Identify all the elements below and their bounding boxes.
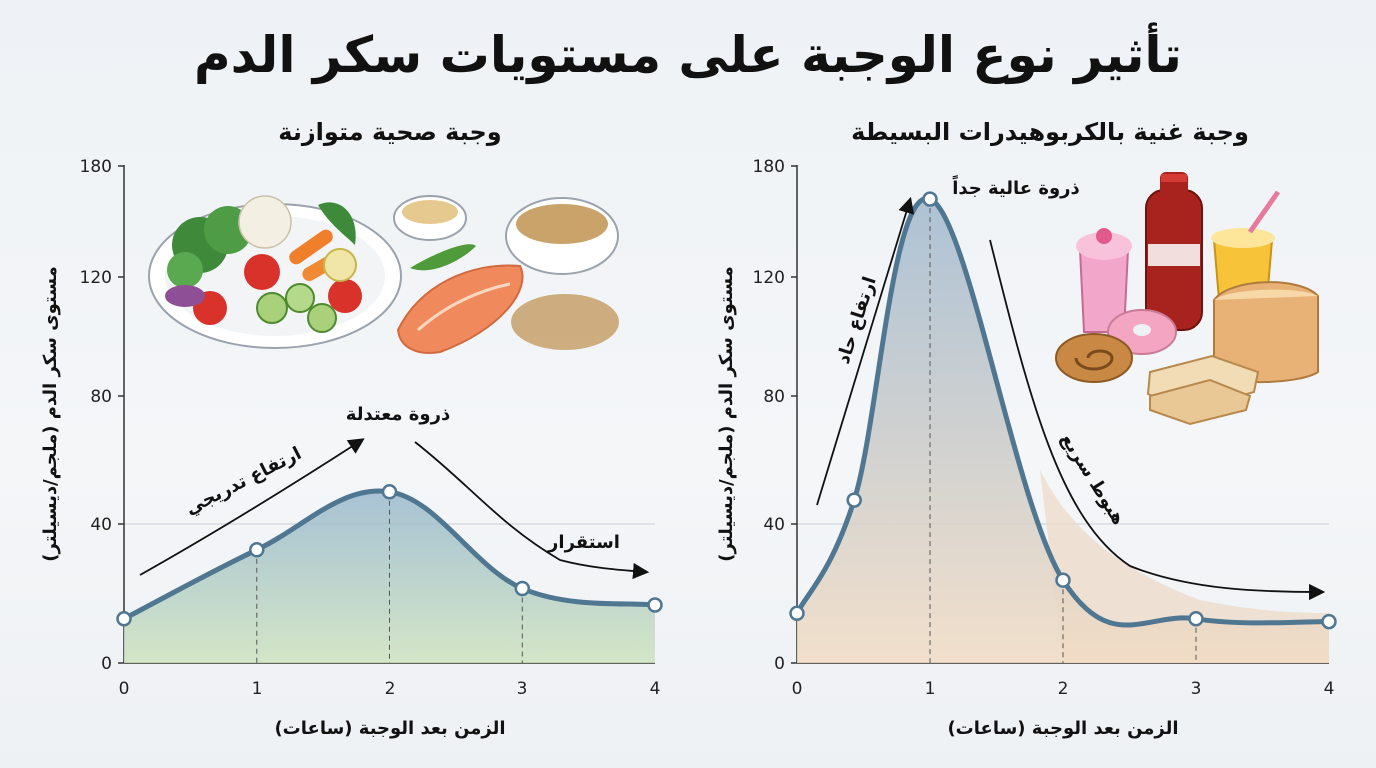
carb-tail-shade: [1040, 470, 1329, 663]
annotation-gradual-rise: ارتفاع تدريجي: [182, 443, 305, 519]
simple-carbs-chart: وجبة غنية بالكربوهيدرات البسيطة: [716, 118, 1337, 739]
y-tick-label: 180: [80, 157, 112, 177]
chart-title-carbs: وجبة غنية بالكربوهيدرات البسيطة: [851, 118, 1249, 146]
data-point-carbs-0: [789, 605, 805, 622]
x-tick-label: 0: [119, 679, 130, 699]
data-point-carbs-4: [1188, 611, 1204, 627]
main-title: تأثير نوع الوجبة على مستويات سكر الدم: [194, 22, 1182, 85]
y-ticks-carbs: 0 40 80 120 180: [753, 157, 797, 674]
y-tick-label: 120: [753, 268, 785, 288]
x-tick-label: 4: [1324, 679, 1335, 699]
data-point-healthy-2: [381, 484, 398, 500]
annotation-moderate-peak: ذروة معتدلة: [346, 404, 450, 425]
x-tick-label: 3: [517, 679, 528, 699]
y-axis-label-healthy: مستوى سكر الدم (ملجم/ديسيلتر): [40, 266, 61, 561]
x-tick-label: 2: [385, 679, 396, 699]
healthy-food-icon: [148, 195, 619, 354]
data-point-carbs-5: [1321, 613, 1337, 630]
x-ticks-healthy: 0 1 2 3 4: [119, 679, 661, 699]
series-layer-carbs: [789, 191, 1337, 663]
x-tick-label: 1: [925, 679, 936, 699]
y-tick-label: 40: [763, 515, 785, 535]
data-point-carbs-2: [922, 191, 938, 207]
y-tick-label: 0: [774, 654, 785, 674]
data-point-healthy-4: [647, 597, 663, 613]
y-tick-label: 180: [753, 157, 785, 177]
chart-title-healthy: وجبة صحية متوازنة: [278, 118, 501, 146]
arrow-fast-drop: [989, 239, 1326, 601]
y-tick-label: 80: [90, 387, 112, 407]
y-tick-label: 0: [101, 654, 112, 674]
x-tick-label: 1: [252, 679, 263, 699]
data-point-healthy-0: [116, 611, 132, 627]
arrow-gradual-rise: [139, 438, 365, 576]
x-tick-label: 2: [1058, 679, 1069, 699]
x-axis-label-healthy: الزمن بعد الوجبة (ساعات): [274, 718, 505, 739]
arrow-sharp-rise: [816, 196, 915, 506]
data-point-carbs-3: [1055, 572, 1071, 588]
arrow-stabilize: [414, 441, 650, 580]
y-axis-label-carbs: مستوى سكر الدم (ملجم/ديسيلتر): [716, 266, 737, 561]
area-fill-carbs: [797, 198, 1329, 663]
y-tick-label: 40: [90, 515, 112, 535]
series-layer-healthy: [116, 484, 663, 663]
y-tick-label: 120: [80, 268, 112, 288]
annotation-stabilize: استقرار: [547, 532, 620, 553]
data-point-carbs-1: [846, 492, 862, 508]
x-axis-label-carbs: الزمن بعد الوجبة (ساعات): [947, 718, 1178, 739]
data-point-healthy-1: [249, 542, 265, 558]
x-tick-label: 3: [1191, 679, 1202, 699]
x-tick-label: 0: [792, 679, 803, 699]
healthy-meal-chart: وجبة صحية متوازنة: [40, 118, 663, 739]
x-tick-label: 4: [650, 679, 661, 699]
data-point-healthy-3: [514, 580, 531, 597]
annotation-very-high-peak: ذروة عالية جداً: [952, 175, 1080, 199]
y-ticks-healthy: 0 40 80 120 180: [80, 157, 124, 674]
x-ticks-carbs: 0 1 2 3 4: [792, 679, 1335, 699]
y-tick-label: 80: [763, 387, 785, 407]
junk-food-icon: [1055, 172, 1319, 426]
